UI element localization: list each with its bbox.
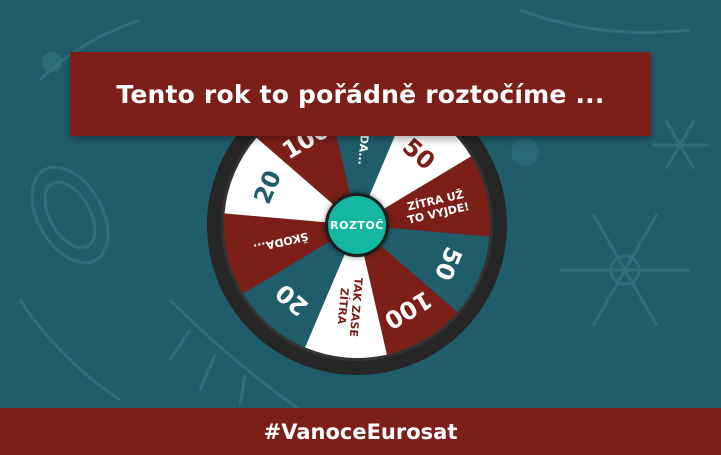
wheel-segment <box>357 225 490 313</box>
wheel-segment <box>357 156 491 237</box>
spin-button-label: ROZTOČ <box>330 218 384 232</box>
hashtag-text: #VanoceEurosat <box>263 419 458 444</box>
wheel-segment <box>357 225 458 355</box>
wheel-segment <box>224 137 357 225</box>
headline-text: Tento rok to pořádně roztočíme ... <box>116 79 605 109</box>
wheel-segment <box>224 213 357 294</box>
pinecone-icon <box>30 165 110 265</box>
wheel-segment-label: TAK ZASEZÍTRA <box>334 276 365 337</box>
spin-button[interactable]: ROZTOČ <box>325 193 389 257</box>
snowflake-icon <box>652 120 708 170</box>
wheel-segment <box>305 225 387 358</box>
wheel-segment <box>242 225 357 348</box>
footer-bar: #VanoceEurosat <box>0 408 721 455</box>
pine-branch-icon <box>18 8 691 412</box>
headline-banner: Tento rok to pořádně roztočíme ... <box>70 52 651 136</box>
snowflake-icon <box>560 213 690 327</box>
